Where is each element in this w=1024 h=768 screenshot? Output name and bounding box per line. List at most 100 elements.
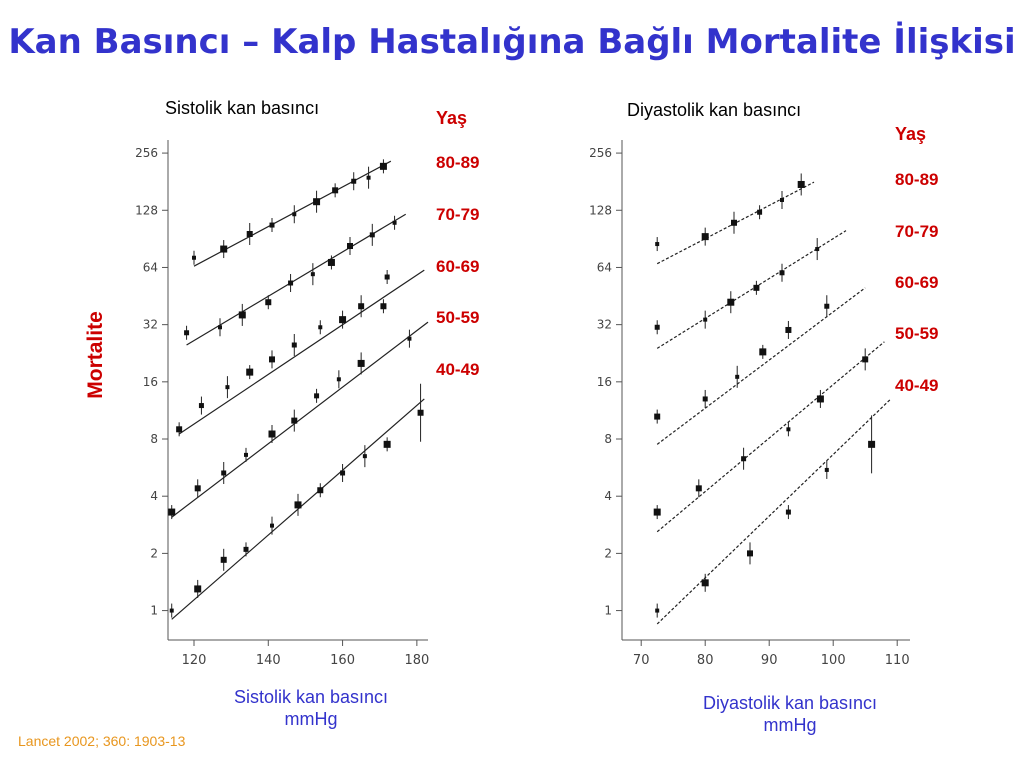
data-point <box>383 440 391 448</box>
series-40-49 <box>169 383 425 620</box>
data-point <box>757 209 763 215</box>
systolic-panel-title: Sistolik kan basıncı <box>165 98 320 118</box>
data-point <box>221 470 227 476</box>
fit-line <box>656 181 815 265</box>
diastolic-x-axis-label: Diyastolik kan basıncı mmHg <box>660 692 920 736</box>
y-tick-label: 128 <box>589 203 612 217</box>
data-point <box>269 356 275 363</box>
data-point <box>310 272 315 277</box>
y-tick-label: 64 <box>143 260 158 274</box>
fit-line <box>171 321 429 518</box>
systolic-chart: 1 2 4 8 16 32 64 128 256 120 140 160 180 <box>135 140 429 668</box>
data-point <box>701 579 709 587</box>
legend-item-50-59: 50-59 <box>436 308 480 327</box>
data-point <box>327 258 335 266</box>
data-point <box>194 485 201 492</box>
data-point <box>218 325 222 330</box>
x-tick-label: 100 <box>821 653 846 668</box>
data-point <box>358 303 365 310</box>
legend-item-40-49: 40-49 <box>436 360 480 379</box>
data-point <box>816 395 824 403</box>
diastolic-chart: 1 2 4 8 16 32 64 128 256 70 80 90 100 110 <box>589 140 910 668</box>
data-point <box>291 342 297 348</box>
data-point <box>797 180 805 188</box>
data-point <box>655 242 660 247</box>
y-tick-label: 256 <box>589 146 612 160</box>
x-tick-label: 80 <box>697 653 714 668</box>
data-point <box>392 220 397 225</box>
data-point <box>407 336 412 341</box>
x-axis-label-line1: Sistolik kan basıncı <box>233 687 389 707</box>
data-point <box>815 247 820 252</box>
data-point <box>176 426 183 433</box>
y-axis-label: Mortalite <box>84 311 107 399</box>
data-point <box>243 546 249 552</box>
data-point <box>265 299 272 306</box>
data-point <box>384 274 390 280</box>
data-point <box>362 454 367 459</box>
x-tick-label: 180 <box>404 653 429 668</box>
x-tick-label: 110 <box>885 653 910 668</box>
fit-line <box>656 287 866 445</box>
data-point <box>220 245 228 253</box>
systolic-x-axis-label: Sistolik kan basıncı mmHg <box>196 686 426 730</box>
data-point <box>339 316 347 324</box>
data-point <box>347 243 353 250</box>
y-tick-label: 256 <box>135 146 158 160</box>
data-point <box>220 556 227 563</box>
citation: Lancet 2002; 360: 1903-13 <box>18 733 186 749</box>
data-point <box>294 501 302 509</box>
legend-item-80-89: 80-89 <box>436 153 480 172</box>
x-tick-label: 90 <box>761 653 778 668</box>
data-point <box>759 348 767 356</box>
series-60-69 <box>176 269 425 437</box>
x-axis-label-line2: mmHg <box>763 715 817 735</box>
data-point <box>380 303 387 310</box>
legend-item-70-79: 70-79 <box>436 205 480 224</box>
data-point <box>727 298 735 306</box>
legend-item-80-89: 80-89 <box>895 170 939 189</box>
data-point <box>654 413 661 420</box>
data-point <box>291 417 298 424</box>
data-point <box>703 317 708 322</box>
y-tick-label: 8 <box>604 432 612 446</box>
fit-line <box>186 213 407 346</box>
legend-title: Yaş <box>436 108 468 128</box>
data-point <box>184 330 190 336</box>
y-tick-label: 32 <box>597 318 612 332</box>
data-point <box>824 303 830 309</box>
data-point <box>702 396 708 402</box>
data-point <box>318 325 323 330</box>
data-point <box>357 359 365 367</box>
data-point <box>786 427 791 432</box>
x-tick-label: 160 <box>330 653 355 668</box>
data-point <box>246 231 253 238</box>
y-tick-label: 128 <box>135 203 158 217</box>
legend-item-60-69: 60-69 <box>895 273 939 292</box>
data-point <box>366 175 371 180</box>
series-80-89 <box>192 159 392 267</box>
data-point <box>225 385 230 390</box>
y-tick-label: 4 <box>150 489 158 503</box>
data-point <box>169 608 174 613</box>
data-point <box>269 222 275 228</box>
data-point <box>314 393 320 399</box>
series-80-89 <box>655 173 815 265</box>
data-point <box>317 487 324 494</box>
data-point <box>313 198 321 206</box>
y-tick-label: 8 <box>150 432 158 446</box>
y-tick-label: 1 <box>150 604 158 618</box>
data-point <box>268 430 276 438</box>
data-point <box>654 324 660 330</box>
data-point <box>168 508 176 516</box>
data-point <box>369 232 375 238</box>
fit-line <box>178 269 425 435</box>
data-point <box>701 233 709 241</box>
data-point <box>753 284 760 291</box>
y-tick-label: 16 <box>143 375 158 389</box>
data-point <box>862 356 869 363</box>
fit-line <box>656 398 892 625</box>
data-point <box>270 523 274 528</box>
data-point <box>780 197 784 202</box>
legend-item-70-79: 70-79 <box>895 222 939 241</box>
